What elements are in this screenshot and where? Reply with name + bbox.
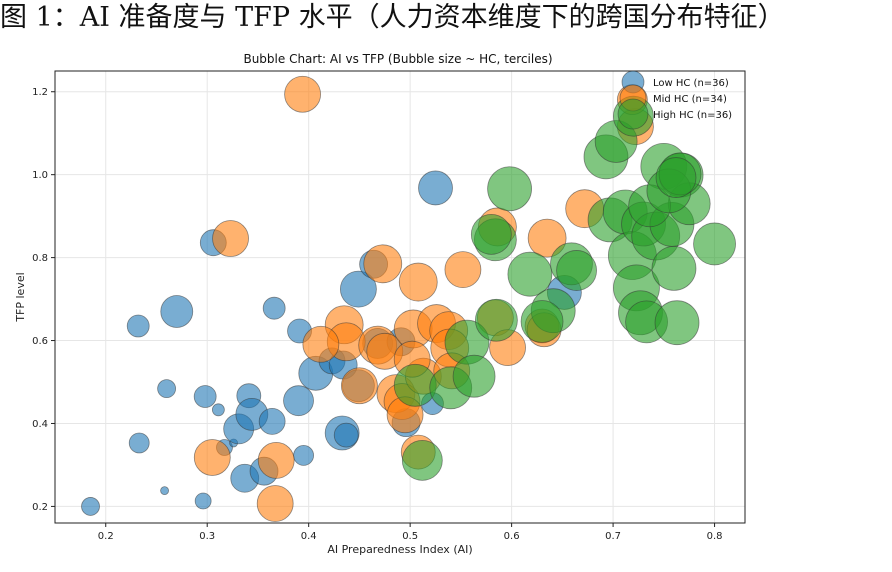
y-tick-label: 0.8 xyxy=(32,253,48,264)
legend-label: Low HC (n=36) xyxy=(653,78,729,89)
bubbles xyxy=(81,75,736,522)
x-tick-label: 0.2 xyxy=(98,531,114,542)
bubble-point xyxy=(193,385,217,408)
bubble-point xyxy=(452,354,496,398)
y-tick-label: 1.2 xyxy=(32,87,48,98)
figure-heading: 图 1：AI 准备度与 TFP 水平（人力资本维度下的跨国分布特征） xyxy=(0,2,785,33)
bubble-point xyxy=(654,300,700,346)
x-tick-label: 0.6 xyxy=(504,531,520,542)
x-axis-label: AI Preparedness Index (AI) xyxy=(327,543,472,556)
legend-marker xyxy=(617,98,649,130)
x-tick-label: 0.8 xyxy=(707,531,723,542)
bubble-point xyxy=(212,220,249,257)
bubble-point xyxy=(474,298,518,342)
y-axis-label: TFP level xyxy=(14,272,27,322)
bubble-point xyxy=(398,262,438,302)
bubble-point xyxy=(339,270,377,308)
bubble-point xyxy=(556,250,597,291)
legend-label: High HC (n=36) xyxy=(653,110,732,121)
bubble-point xyxy=(302,325,340,363)
x-tick-label: 0.3 xyxy=(199,531,215,542)
bubble-point xyxy=(211,403,225,417)
legend: Low HC (n=36) Mid HC (n=34) High HC (n=36) xyxy=(617,70,732,130)
x-tick-label: 0.4 xyxy=(301,531,317,542)
bubble-point xyxy=(194,492,212,510)
series-2 xyxy=(393,95,736,481)
legend-label: Mid HC (n=34) xyxy=(653,94,727,105)
bubble-point xyxy=(341,367,378,405)
y-tick-label: 0.6 xyxy=(32,336,48,347)
axis-ticks: 0.2 0.3 0.4 0.5 0.6 0.7 0.8 0.2 0.4 0.6 0.8 1.0 1.2 xyxy=(32,87,722,542)
bubble-point xyxy=(257,441,295,479)
bubble-point xyxy=(160,295,194,328)
x-tick-label: 0.5 xyxy=(402,531,418,542)
bubble-point xyxy=(157,379,177,399)
bubble-point xyxy=(487,166,532,212)
chart-title: Bubble Chart: AI vs TFP (Bubble size ~ H… xyxy=(243,52,552,66)
bubble-point xyxy=(126,314,150,338)
bubble-point xyxy=(527,218,567,258)
bubble-point xyxy=(520,300,564,343)
y-tick-label: 0.2 xyxy=(32,502,48,513)
bubble-point xyxy=(655,157,697,198)
bubble-point xyxy=(283,385,314,417)
x-tick-label: 0.7 xyxy=(605,531,621,542)
bubble-point xyxy=(507,251,553,297)
bubble-point xyxy=(258,408,286,435)
y-tick-label: 1.0 xyxy=(32,170,48,181)
bubble-point xyxy=(160,486,169,496)
bubble-point xyxy=(293,445,315,466)
bubble-point xyxy=(693,222,736,266)
bubble-point xyxy=(81,497,100,516)
bubble-point xyxy=(401,439,443,481)
bubble-point xyxy=(418,170,453,206)
bubble-point xyxy=(333,422,359,448)
bubble-point xyxy=(363,244,403,284)
plot-frame xyxy=(54,70,746,524)
bubble-point xyxy=(470,213,512,255)
bubble-point xyxy=(284,75,321,113)
bubble-point xyxy=(128,432,150,454)
bubble-point xyxy=(193,439,231,476)
bubble-point xyxy=(256,485,294,522)
y-tick-label: 0.4 xyxy=(32,419,48,430)
bubble-point xyxy=(262,296,286,320)
bubble-point xyxy=(444,251,482,289)
bubble-point xyxy=(651,245,697,291)
